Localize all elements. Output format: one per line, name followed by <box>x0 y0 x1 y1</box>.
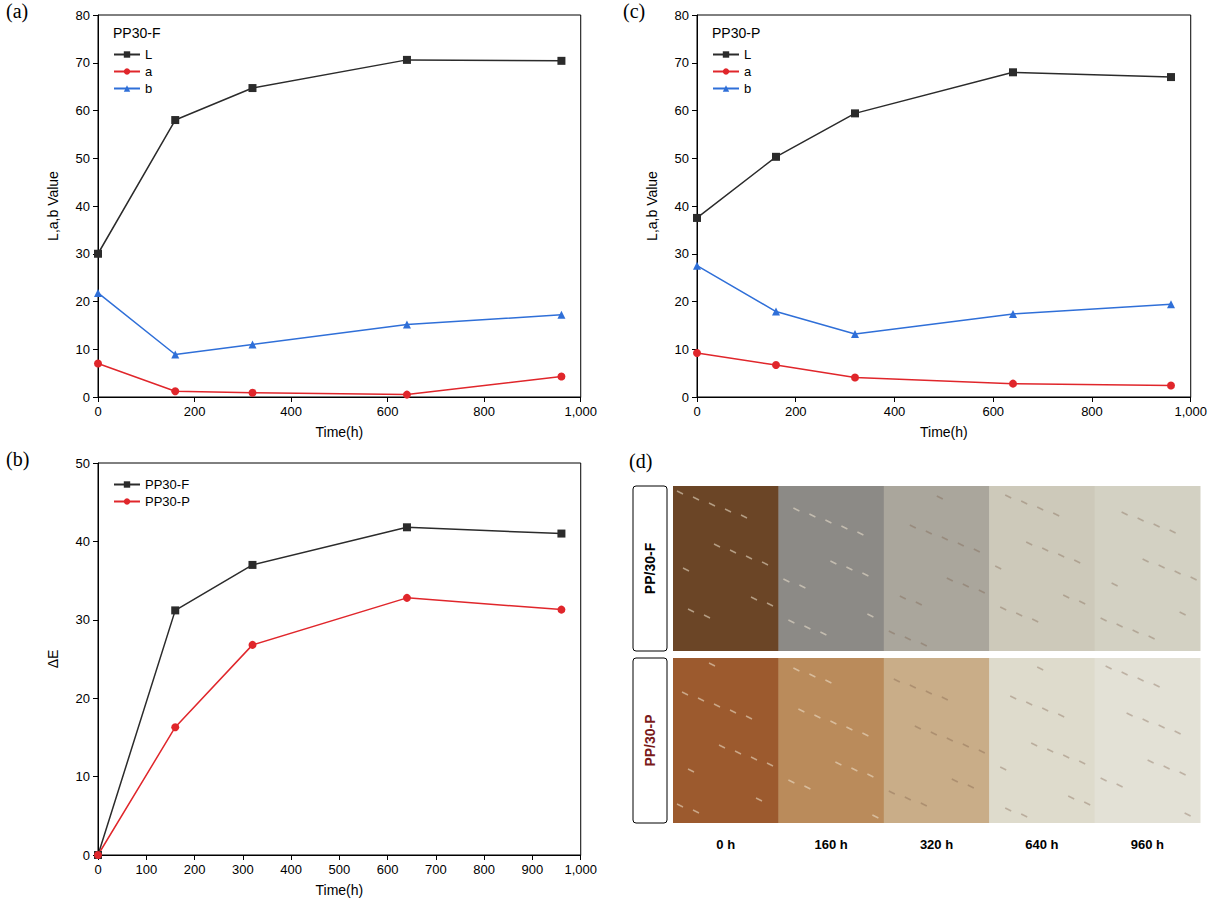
svg-text:PP/30-P: PP/30-P <box>642 714 658 766</box>
svg-text:800: 800 <box>473 862 495 877</box>
svg-text:400: 400 <box>884 404 906 419</box>
svg-text:50: 50 <box>76 456 90 471</box>
svg-text:200: 200 <box>184 862 206 877</box>
svg-text:L,a,b Value: L,a,b Value <box>45 171 61 241</box>
svg-text:70: 70 <box>76 55 90 70</box>
svg-text:0: 0 <box>94 404 101 419</box>
svg-text:0: 0 <box>83 848 90 863</box>
svg-text:100: 100 <box>135 862 157 877</box>
svg-text:0: 0 <box>94 862 101 877</box>
svg-text:400: 400 <box>280 862 302 877</box>
svg-text:20: 20 <box>76 294 90 309</box>
svg-text:960 h: 960 h <box>1131 837 1164 852</box>
svg-text:200: 200 <box>184 404 206 419</box>
svg-text:b: b <box>145 81 152 96</box>
svg-text:10: 10 <box>76 769 90 784</box>
svg-text:800: 800 <box>1081 404 1103 419</box>
svg-text:a: a <box>145 64 153 79</box>
svg-text:PP30-P: PP30-P <box>712 25 760 41</box>
svg-text:Time(h): Time(h) <box>316 424 364 440</box>
svg-text:600: 600 <box>982 404 1004 419</box>
svg-text:500: 500 <box>329 862 351 877</box>
svg-text:PP30-P: PP30-P <box>145 494 190 509</box>
html-text:(b): (b) <box>6 448 30 470</box>
svg-text:50: 50 <box>76 151 90 166</box>
svg-text:a: a <box>744 64 752 79</box>
svg-text:30: 30 <box>675 246 689 261</box>
svg-text:800: 800 <box>473 404 495 419</box>
svg-text:70: 70 <box>675 55 689 70</box>
svg-text:10: 10 <box>76 342 90 357</box>
svg-text:320 h: 320 h <box>920 837 953 852</box>
svg-text:200: 200 <box>785 404 807 419</box>
svg-text:0 h: 0 h <box>716 837 735 852</box>
svg-text:300: 300 <box>232 862 254 877</box>
svg-text:PP/30-F: PP/30-F <box>642 542 658 594</box>
svg-text:10: 10 <box>675 342 689 357</box>
svg-text:0: 0 <box>693 404 700 419</box>
svg-text:L: L <box>145 47 152 62</box>
svg-text:30: 30 <box>76 612 90 627</box>
svg-text:700: 700 <box>425 862 447 877</box>
svg-text:20: 20 <box>76 691 90 706</box>
svg-text:1,000: 1,000 <box>564 404 597 419</box>
svg-text:1,000: 1,000 <box>564 862 597 877</box>
svg-text:Time(h): Time(h) <box>316 882 364 898</box>
svg-text:640 h: 640 h <box>1025 837 1058 852</box>
svg-text:80: 80 <box>675 8 689 23</box>
svg-text:50: 50 <box>675 151 689 166</box>
svg-text:900: 900 <box>522 862 544 877</box>
svg-text:(d): (d) <box>629 450 652 473</box>
svg-text:0: 0 <box>83 390 90 405</box>
svg-text:40: 40 <box>76 534 90 549</box>
svg-text:40: 40 <box>675 199 689 214</box>
svg-text:L: L <box>744 47 751 62</box>
html-text:(a): (a) <box>6 0 29 22</box>
svg-text:60: 60 <box>675 103 689 118</box>
svg-text:600: 600 <box>377 404 399 419</box>
svg-text:ΔE: ΔE <box>45 650 61 669</box>
svg-text:30: 30 <box>76 246 90 261</box>
html-text:(c): (c) <box>623 0 646 22</box>
svg-text:600: 600 <box>377 862 399 877</box>
svg-text:160 h: 160 h <box>814 837 847 852</box>
svg-text:b: b <box>744 81 751 96</box>
svg-text:40: 40 <box>76 199 90 214</box>
svg-text:80: 80 <box>76 8 90 23</box>
svg-text:1,000: 1,000 <box>1174 404 1207 419</box>
svg-text:20: 20 <box>675 294 689 309</box>
svg-text:L,a,b Value: L,a,b Value <box>644 171 660 241</box>
svg-text:PP30-F: PP30-F <box>113 25 160 41</box>
svg-text:0: 0 <box>682 390 689 405</box>
svg-text:PP30-F: PP30-F <box>145 477 189 492</box>
svg-text:Time(h): Time(h) <box>920 424 968 440</box>
svg-text:400: 400 <box>280 404 302 419</box>
svg-text:60: 60 <box>76 103 90 118</box>
